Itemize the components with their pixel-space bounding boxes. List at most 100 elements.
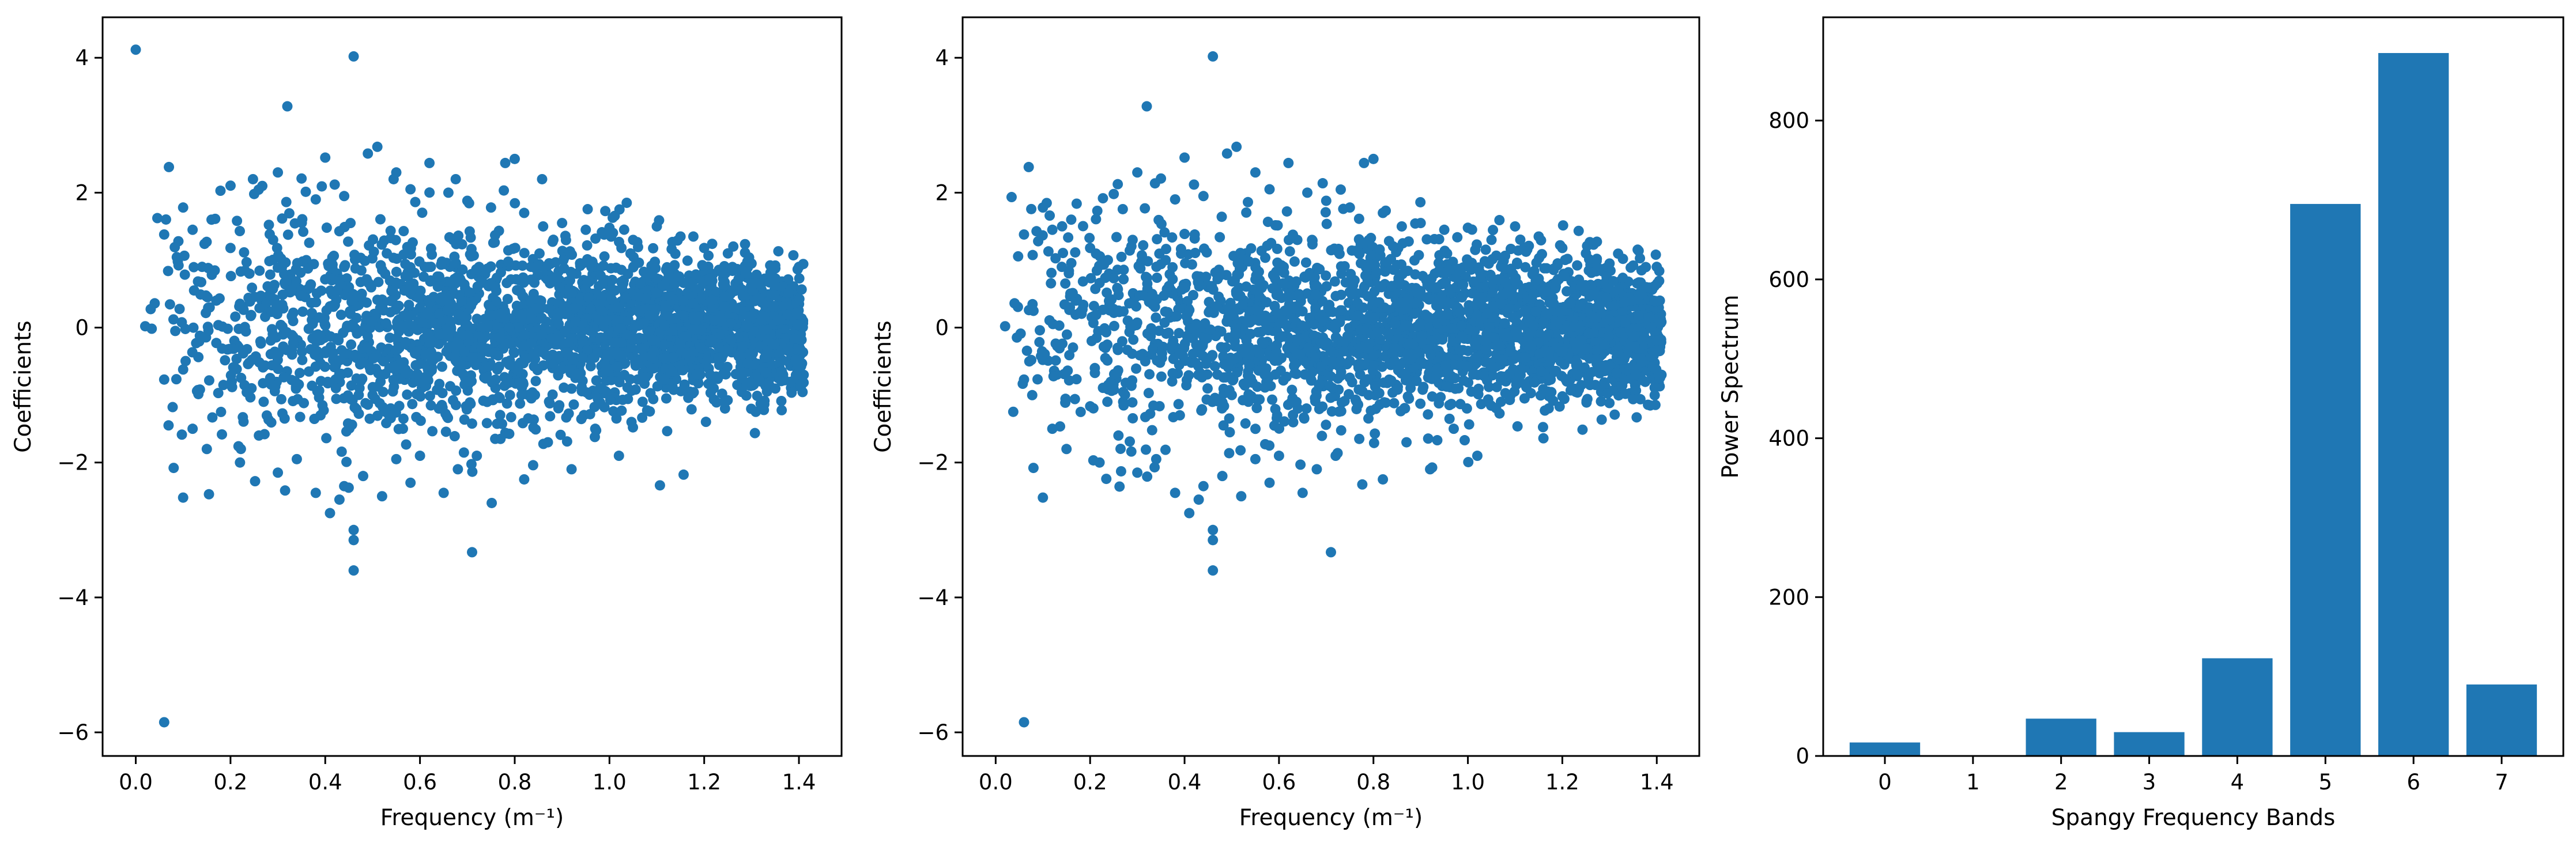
data-point <box>630 384 641 395</box>
data-point <box>1149 462 1160 472</box>
data-point <box>796 284 807 295</box>
data-point <box>518 272 529 283</box>
data-point <box>1159 317 1170 328</box>
data-point <box>341 456 352 467</box>
data-point <box>436 259 447 270</box>
data-point <box>254 302 265 313</box>
data-point <box>1378 474 1389 485</box>
data-point <box>1015 328 1026 339</box>
data-point <box>310 194 321 205</box>
data-point <box>790 354 801 365</box>
data-point <box>330 383 341 394</box>
data-point <box>365 282 376 293</box>
data-point <box>1156 353 1167 364</box>
data-point <box>751 269 762 280</box>
data-point <box>405 184 416 195</box>
data-point <box>1061 329 1072 340</box>
data-point <box>792 319 803 330</box>
data-point <box>1140 203 1151 214</box>
data-point <box>434 379 445 390</box>
data-point <box>767 273 778 283</box>
data-point <box>1562 286 1572 297</box>
data-point <box>286 284 297 295</box>
data-point <box>403 300 414 311</box>
data-point <box>1654 266 1665 277</box>
data-point <box>276 319 286 330</box>
x-tick-label: 0.0 <box>119 770 153 795</box>
data-point <box>1064 350 1075 361</box>
data-point <box>1019 717 1029 728</box>
data-point <box>1317 178 1328 189</box>
data-point <box>530 376 541 387</box>
data-point <box>1591 236 1602 247</box>
data-point <box>277 408 288 419</box>
data-point <box>599 357 610 368</box>
data-point <box>320 274 331 285</box>
data-point <box>463 198 474 209</box>
data-point <box>704 369 715 380</box>
data-point <box>436 399 447 410</box>
data-point <box>348 524 359 535</box>
data-point <box>490 383 501 394</box>
data-point <box>647 335 658 346</box>
data-point <box>310 361 321 372</box>
data-point <box>508 346 519 357</box>
data-point <box>338 327 349 338</box>
data-point <box>595 383 606 394</box>
data-point <box>491 285 502 296</box>
data-point <box>239 322 250 332</box>
data-point <box>1167 376 1178 387</box>
data-point <box>1116 251 1127 262</box>
data-point <box>1586 366 1597 377</box>
data-point <box>171 374 182 385</box>
data-point <box>1132 167 1143 178</box>
data-point <box>1179 229 1190 240</box>
data-point <box>1510 221 1521 232</box>
data-point <box>720 291 731 302</box>
data-point <box>225 271 236 282</box>
data-point <box>1066 214 1077 225</box>
data-point <box>1126 446 1137 457</box>
data-point <box>292 394 303 404</box>
data-point <box>457 264 468 275</box>
data-point <box>291 276 302 287</box>
data-point <box>341 426 352 437</box>
y-tick-label: −4 <box>57 585 89 610</box>
data-point <box>491 374 501 385</box>
data-point <box>173 260 184 271</box>
data-point <box>515 398 526 409</box>
data-point <box>560 230 571 241</box>
data-point <box>280 257 291 268</box>
data-point <box>555 429 566 440</box>
data-point <box>537 346 548 357</box>
data-point <box>374 398 385 409</box>
data-point <box>1044 210 1055 221</box>
data-point <box>556 307 567 317</box>
data-point <box>420 349 431 360</box>
data-point <box>1645 400 1655 411</box>
data-point <box>576 381 587 392</box>
data-point <box>504 377 515 388</box>
data-point <box>1206 281 1217 292</box>
data-point <box>686 404 697 415</box>
data-point <box>1427 391 1438 402</box>
data-point <box>472 451 482 462</box>
data-point <box>1061 444 1072 455</box>
data-point <box>1321 270 1332 281</box>
y-tick-label: −6 <box>57 720 89 745</box>
data-point <box>646 351 657 362</box>
data-point <box>406 310 417 321</box>
data-point <box>662 426 673 437</box>
data-point <box>414 256 425 267</box>
data-point <box>651 287 662 298</box>
data-point <box>467 547 477 558</box>
y-axis-label: Coefficients <box>10 320 36 452</box>
data-point <box>193 388 204 399</box>
data-point <box>264 229 275 240</box>
data-point <box>1576 380 1587 391</box>
data-point <box>563 337 574 348</box>
data-point <box>533 302 544 313</box>
data-point <box>329 179 340 190</box>
data-point <box>295 368 306 379</box>
data-point <box>652 381 663 392</box>
